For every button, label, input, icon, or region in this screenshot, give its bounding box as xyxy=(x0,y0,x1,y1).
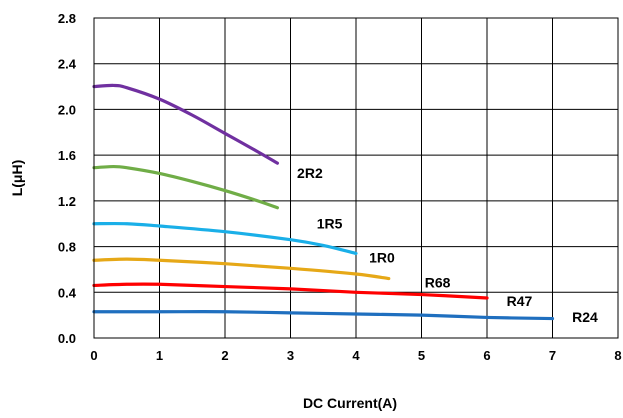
y-tick-label: 2.4 xyxy=(58,57,77,72)
series-label-2r2: 2R2 xyxy=(297,165,323,181)
series-label-1r5: 1R5 xyxy=(317,215,343,231)
x-tick-label: 5 xyxy=(418,348,425,363)
x-tick-label: 0 xyxy=(90,348,97,363)
y-tick-label: 1.2 xyxy=(58,194,76,209)
series-lines xyxy=(92,83,555,321)
x-axis-title: DC Current(A) xyxy=(303,395,397,411)
y-tick-label: 0.8 xyxy=(58,240,76,255)
series-label-r68: R68 xyxy=(425,275,451,291)
series-line-r24 xyxy=(92,310,555,321)
y-axis-title: L(μH) xyxy=(9,160,25,197)
x-tick-label: 3 xyxy=(287,348,294,363)
series-label-r24: R24 xyxy=(572,309,598,325)
y-tick-label: 2.8 xyxy=(58,11,76,26)
series-line-r68 xyxy=(92,257,391,281)
x-tick-label: 2 xyxy=(221,348,228,363)
y-tick-label: 0.4 xyxy=(58,285,77,300)
y-tick-labels: 0.0 0.4 0.8 1.2 1.6 2.0 2.4 2.8 xyxy=(58,11,77,346)
series-line-1r0 xyxy=(92,221,358,256)
y-tick-label: 0.0 xyxy=(58,331,76,346)
x-tick-label: 1 xyxy=(156,348,163,363)
x-tick-label: 8 xyxy=(614,348,621,363)
y-tick-label: 2.0 xyxy=(58,102,76,117)
series-label-1r0: 1R0 xyxy=(369,250,395,266)
x-tick-label: 6 xyxy=(483,348,490,363)
series-labels: 2R2 1R5 1R0 R68 R47 R24 xyxy=(297,165,598,325)
series-line-r47 xyxy=(92,282,489,300)
series-label-r47: R47 xyxy=(507,293,533,309)
y-tick-label: 1.6 xyxy=(58,148,76,163)
plot-frame xyxy=(93,17,619,339)
series-line-1r5 xyxy=(92,164,279,210)
series-line-2r2 xyxy=(92,83,279,165)
x-tick-label: 7 xyxy=(549,348,556,363)
x-tick-label: 4 xyxy=(352,348,360,363)
x-tick-labels: 0 1 2 3 4 5 6 7 8 xyxy=(90,348,621,363)
